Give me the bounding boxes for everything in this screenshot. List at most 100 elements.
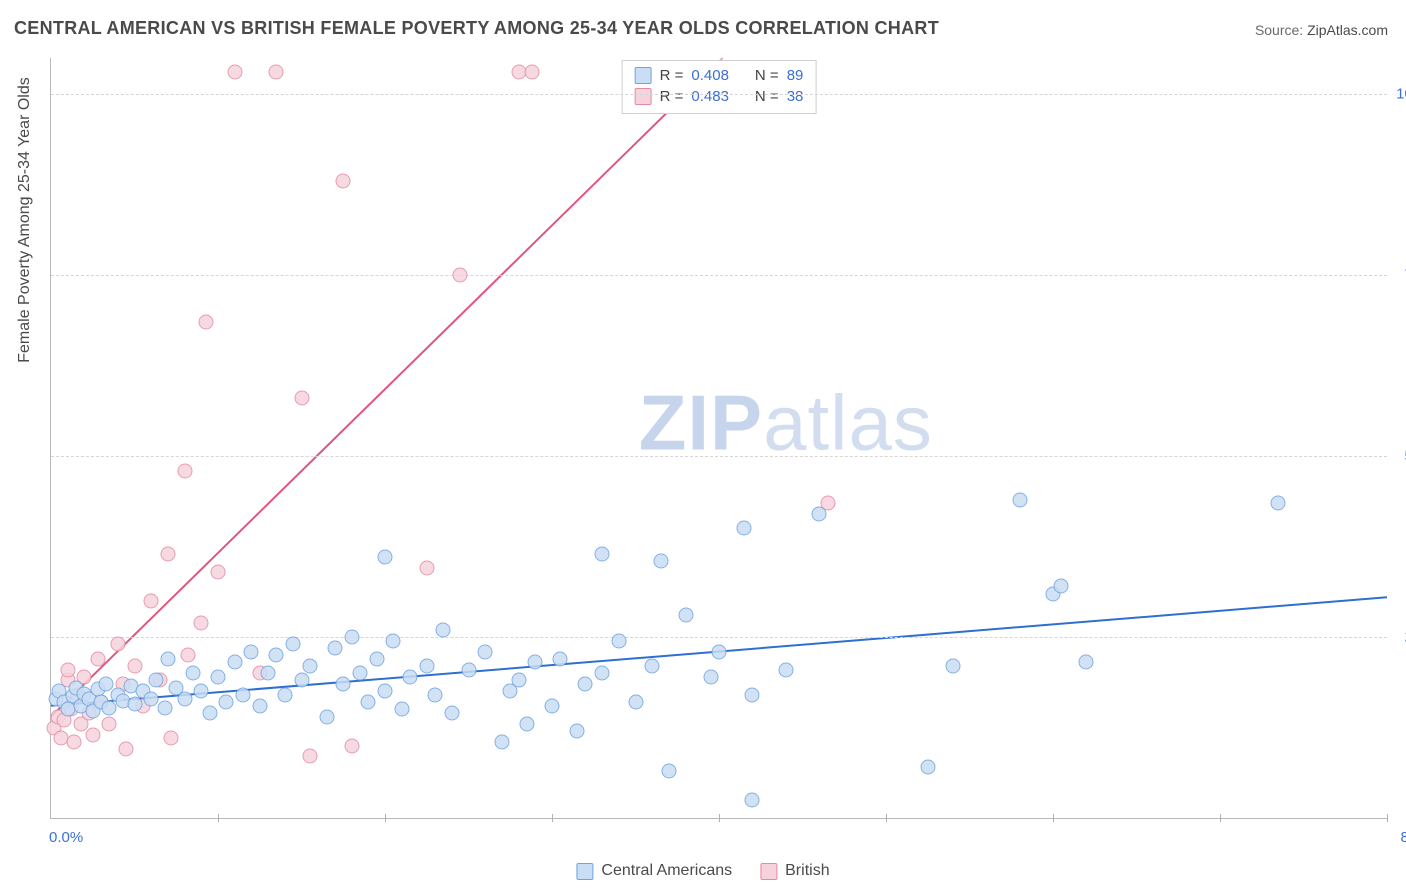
x-tick [218,814,219,822]
scatter-point [444,706,459,721]
scatter-point [194,684,209,699]
scatter-point [344,630,359,645]
x-tick [886,814,887,822]
scatter-point [160,651,175,666]
scatter-point [227,655,242,670]
scatter-point [102,716,117,731]
scatter-point [194,615,209,630]
scatter-point [336,174,351,189]
scatter-point [778,662,793,677]
scatter-point [336,677,351,692]
scatter-point [211,564,226,579]
scatter-point [661,763,676,778]
scatter-point [712,644,727,659]
scatter-point [436,622,451,637]
scatter-point [294,673,309,688]
scatter-point [519,716,534,731]
scatter-point [595,546,610,561]
scatter-point [745,687,760,702]
y-tick-label: 50.0% [1392,448,1406,465]
legend-item: British [760,862,829,880]
scatter-point [119,742,134,757]
scatter-point [570,724,585,739]
scatter-point [236,687,251,702]
scatter-point [219,695,234,710]
scatter-point [1012,492,1027,507]
source-prefix: Source: [1255,22,1307,38]
x-tick [552,814,553,822]
scatter-point [419,561,434,576]
gridline-horizontal [51,94,1387,95]
scatter-point [277,687,292,702]
x-tick [1387,814,1388,822]
y-tick-label: 25.0% [1392,629,1406,646]
scatter-point [269,65,284,80]
scatter-point [545,698,560,713]
scatter-point [369,651,384,666]
scatter-point [461,662,476,677]
scatter-point [478,644,493,659]
scatter-point [361,695,376,710]
scatter-point [745,792,760,807]
stats-r-label: R = [660,86,684,107]
y-tick-label: 100.0% [1392,86,1406,103]
scatter-point [199,315,214,330]
scatter-point [60,662,75,677]
scatter-point [645,659,660,674]
scatter-point [1079,655,1094,670]
x-max-label: 80.0% [1400,829,1406,846]
scatter-point [528,655,543,670]
scatter-point [269,648,284,663]
scatter-point [211,669,226,684]
scatter-point [812,507,827,522]
bottom-legend: Central Americans British [576,862,829,880]
scatter-point [144,593,159,608]
scatter-point [85,727,100,742]
source-value: ZipAtlas.com [1307,22,1388,38]
scatter-point [737,521,752,536]
scatter-point [386,633,401,648]
stats-r-label: R = [660,65,684,86]
gridline-horizontal [51,275,1387,276]
legend-label: Central Americans [601,862,732,880]
scatter-point [185,666,200,681]
scatter-point [164,731,179,746]
scatter-point [653,554,668,569]
gridline-horizontal [51,456,1387,457]
scatter-point [344,738,359,753]
scatter-point [177,463,192,478]
scatter-point [403,669,418,684]
scatter-point [524,65,539,80]
stats-n-label: N = [755,86,779,107]
scatter-point [920,760,935,775]
scatter-point [578,677,593,692]
scatter-point [1271,496,1286,511]
scatter-point [67,735,82,750]
scatter-point [378,684,393,699]
scatter-point [678,608,693,623]
scatter-point [127,659,142,674]
scatter-point [428,687,443,702]
scatter-point [945,659,960,674]
x-tick [1220,814,1221,822]
scatter-point [202,706,217,721]
stats-r-value: 0.483 [691,86,729,107]
scatter-point [628,695,643,710]
stats-swatch-pink [635,88,652,105]
scatter-point [494,735,509,750]
scatter-point [703,669,718,684]
scatter-point [294,391,309,406]
scatter-point [90,651,105,666]
source-label: Source: ZipAtlas.com [1255,22,1388,38]
watermark: ZIPatlas [639,377,933,468]
gridline-horizontal [51,637,1387,638]
scatter-point [157,700,172,715]
scatter-point [286,637,301,652]
scatter-point [144,691,159,706]
stats-n-value: 38 [787,86,804,107]
stats-r-value: 0.408 [691,65,729,86]
scatter-point [177,691,192,706]
legend-item: Central Americans [576,862,732,880]
stats-n-value: 89 [787,65,804,86]
scatter-point [160,546,175,561]
